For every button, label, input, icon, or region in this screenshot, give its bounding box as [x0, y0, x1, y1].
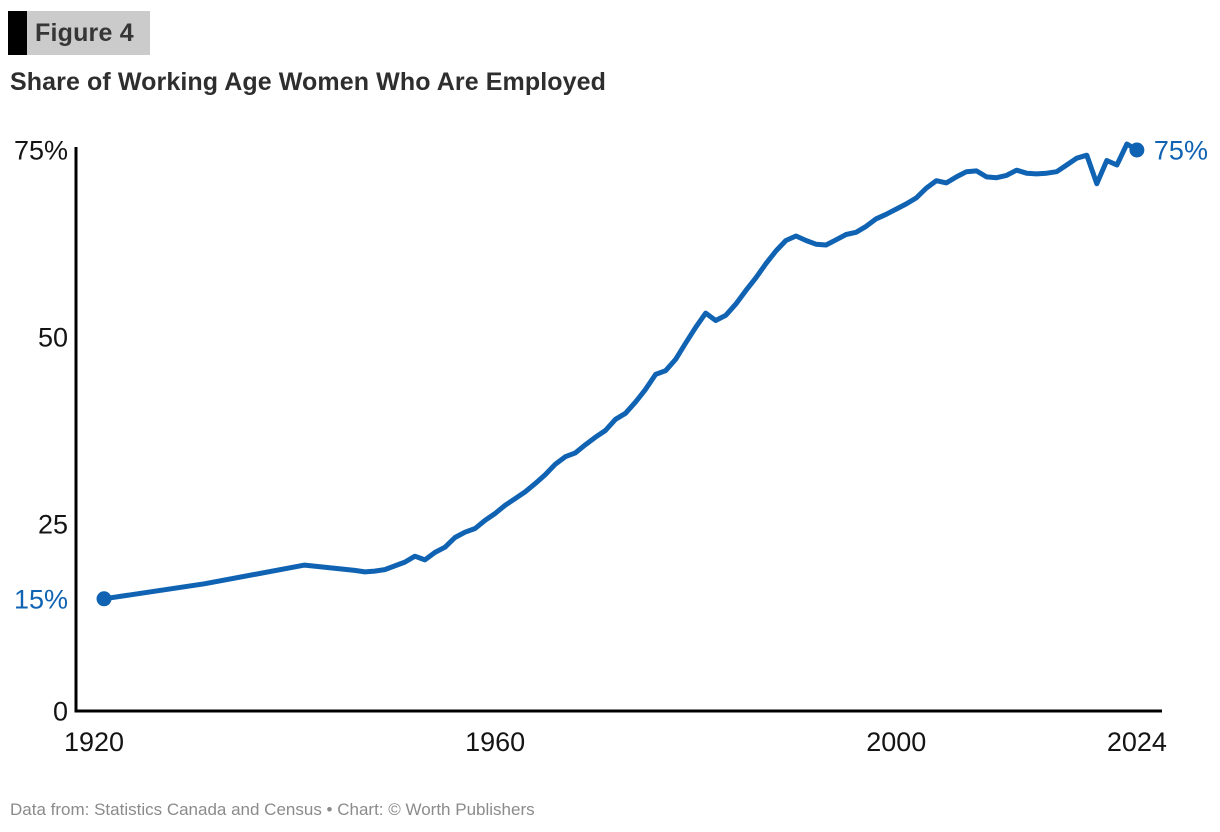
- start-point-dot: [96, 591, 112, 607]
- data-attribution: Data from: Statistics Canada and Census …: [10, 800, 535, 819]
- x-tick-label-2024: 2024: [1107, 727, 1167, 757]
- start-value-annotation: 15%: [14, 584, 68, 614]
- figure-label: Figure 4: [27, 11, 150, 55]
- x-tick-label-1920: 1920: [64, 727, 124, 757]
- employment-rate-line: [101, 141, 1140, 602]
- end-point-dot: [1129, 142, 1145, 158]
- chart-title: Share of Working Age Women Who Are Emplo…: [10, 68, 607, 96]
- figure-chip-marker: [8, 11, 27, 55]
- end-value-annotation: 75%: [1154, 136, 1208, 166]
- y-tick-label-75: 75%: [14, 136, 68, 166]
- y-tick-label-0: 0: [53, 697, 68, 727]
- x-tick-label-2000: 2000: [866, 727, 926, 757]
- figure-label-chip: Figure 4: [8, 11, 150, 55]
- x-tick-label-1960: 1960: [465, 727, 525, 757]
- y-tick-label-50: 50: [38, 323, 68, 353]
- y-tick-label-25: 25: [38, 510, 68, 540]
